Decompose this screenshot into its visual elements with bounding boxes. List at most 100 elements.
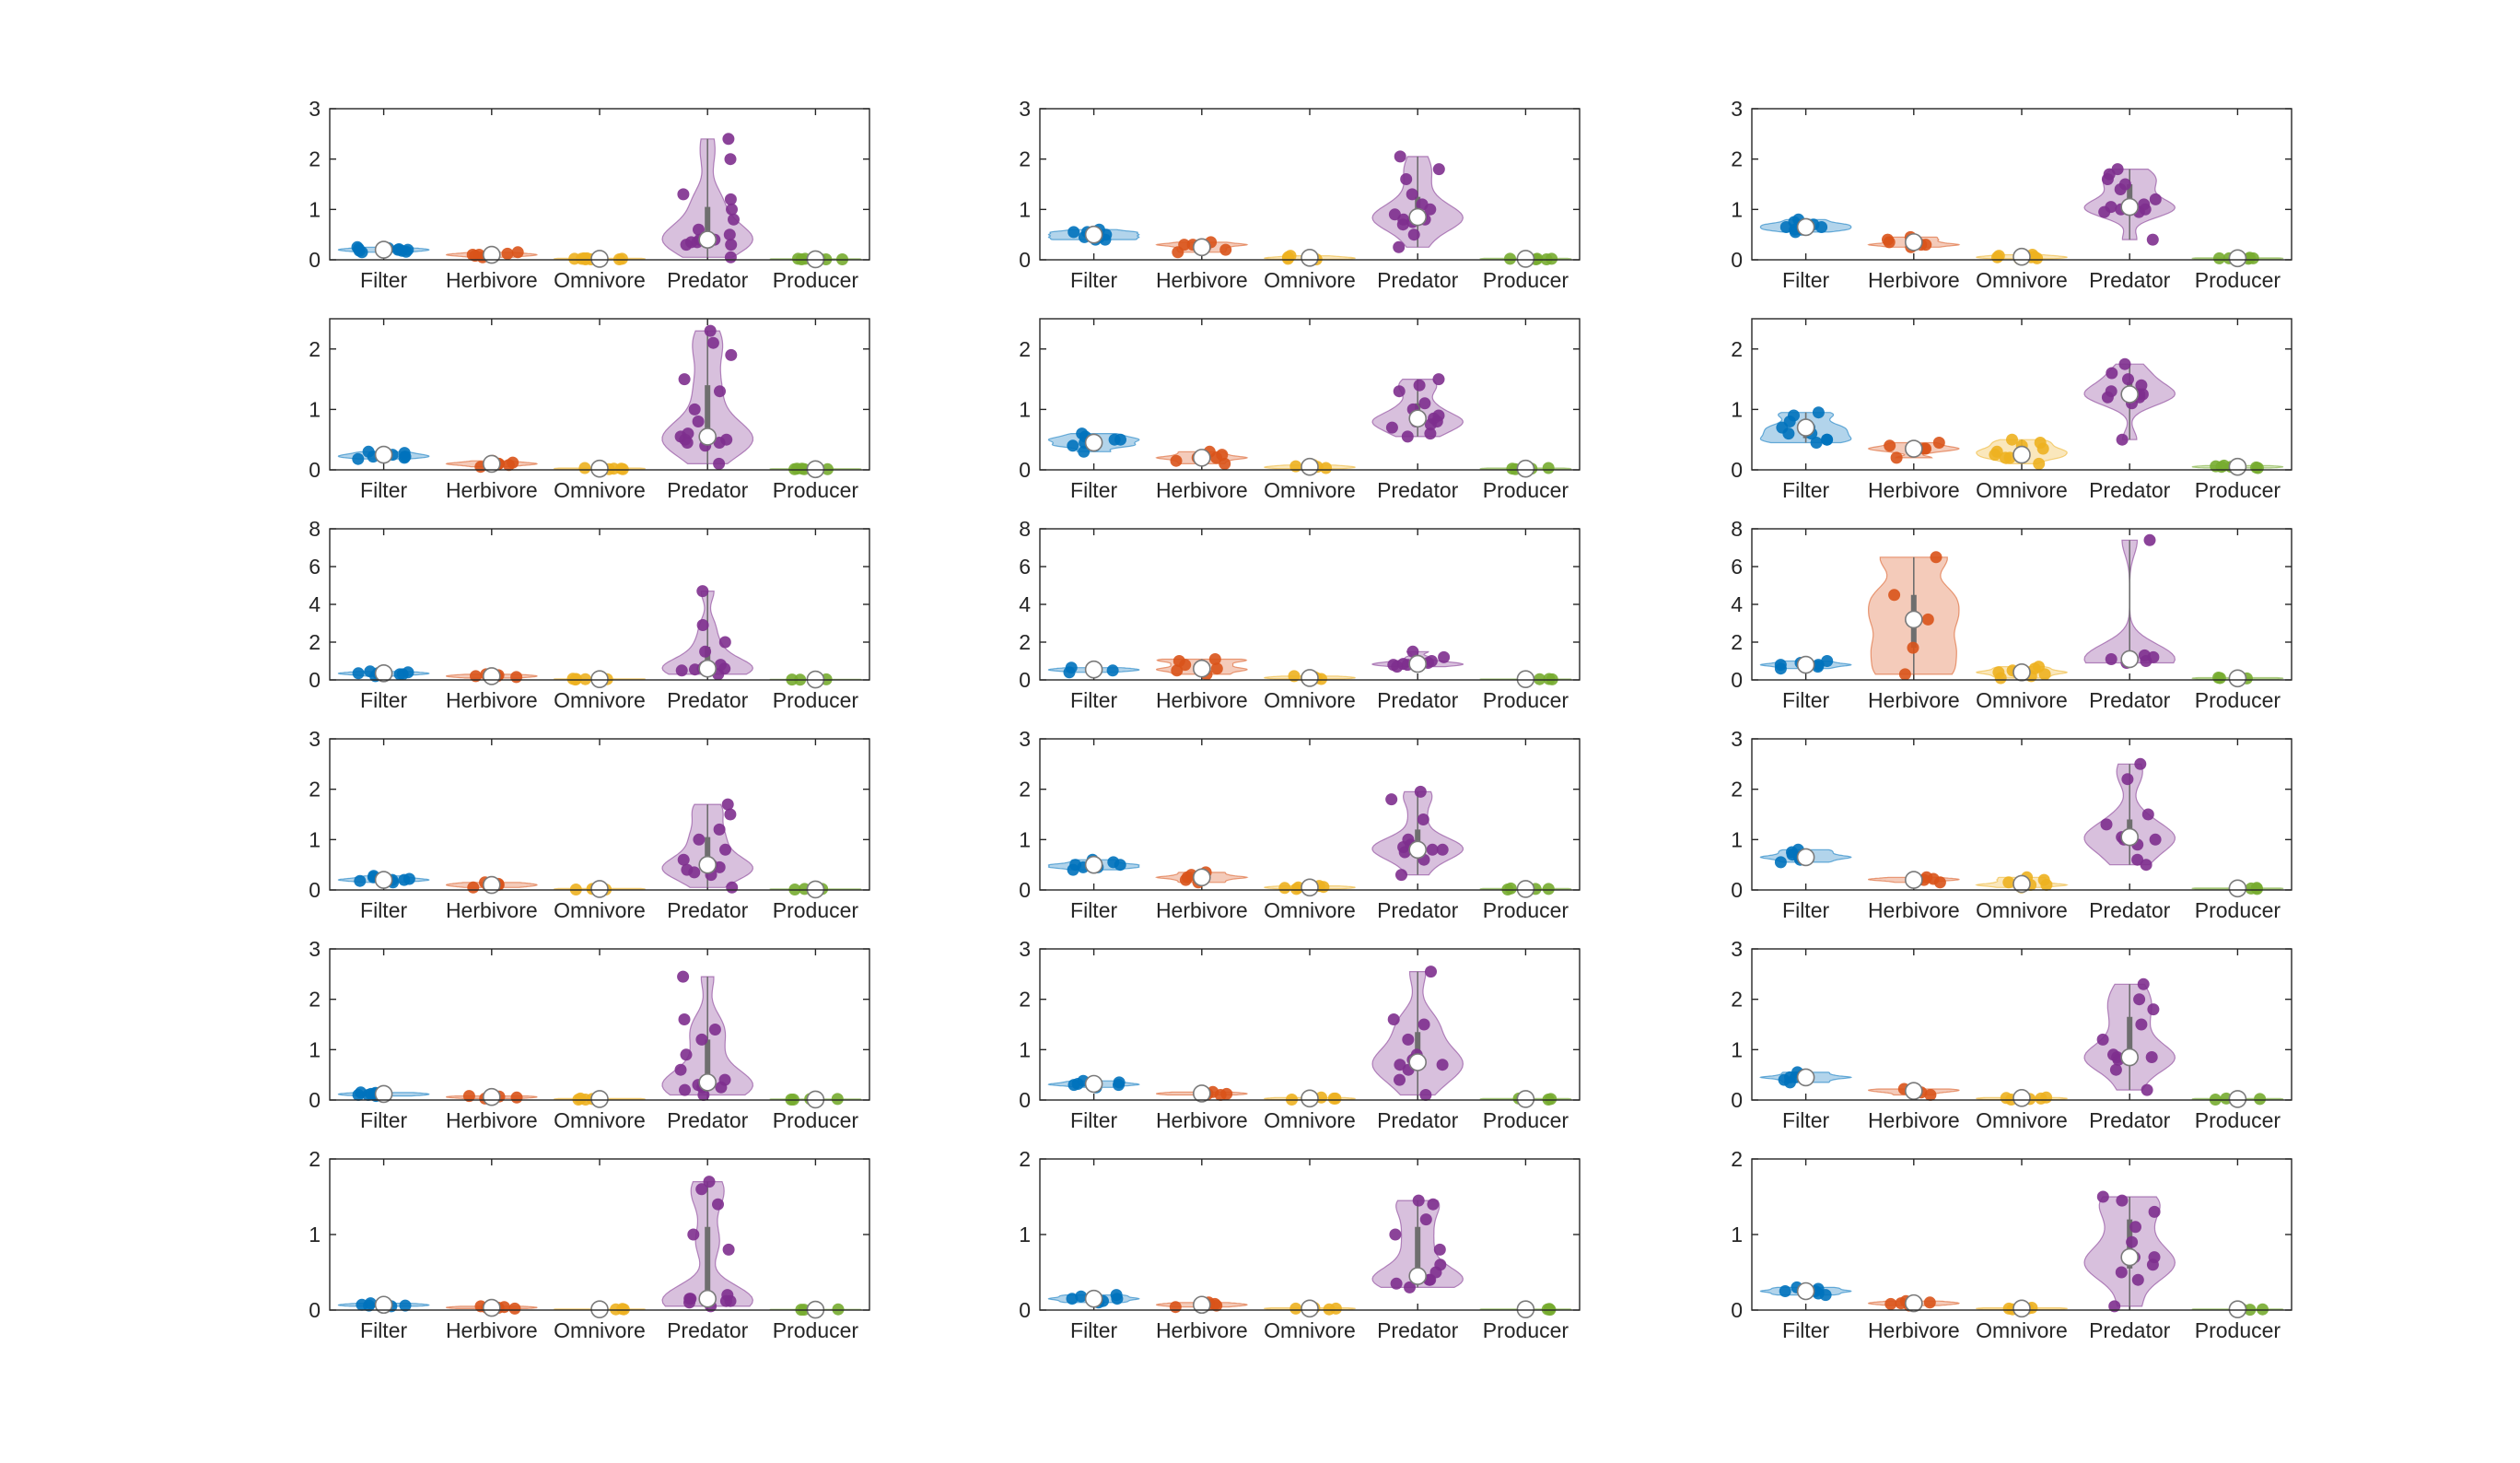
median-marker-omnivore xyxy=(1301,457,1319,476)
data-point-predator xyxy=(1406,188,1418,201)
axes-box xyxy=(329,528,870,681)
median-marker-predator xyxy=(1408,409,1427,428)
x-category-label: Omnivore xyxy=(554,1108,646,1132)
median-marker-predator xyxy=(1408,1053,1427,1071)
median-marker-omnivore xyxy=(1301,1089,1319,1108)
y-tick-label: 1 xyxy=(309,397,321,421)
data-point-predator xyxy=(1388,208,1401,221)
axes-box xyxy=(1039,318,1581,471)
median-marker-predator xyxy=(1408,207,1427,227)
x-category-label: Predator xyxy=(667,688,749,712)
data-point-producer xyxy=(1542,462,1555,474)
y-tick-label: 3 xyxy=(309,937,321,961)
data-point-predator xyxy=(678,1013,691,1025)
data-point-predator xyxy=(1418,1018,1430,1031)
data-point-herbivore xyxy=(1216,449,1229,462)
violin-panel-r2c2: 0 1 2 Filter Herbivore Omnivore Predator Produc… xyxy=(1019,318,1581,502)
median-marker-predator xyxy=(2120,827,2139,847)
data-point-predator xyxy=(693,833,706,846)
data-point-omnivore xyxy=(1327,1092,1340,1105)
y-tick-label: 0 xyxy=(1731,1298,1743,1322)
y-tick-label: 1 xyxy=(309,1223,321,1246)
y-tick-label: 0 xyxy=(1731,1088,1743,1112)
y-tick-label: 2 xyxy=(309,1147,321,1171)
data-point-omnivore xyxy=(1990,445,2003,458)
y-tick-label: 1 xyxy=(1731,827,1743,851)
median-marker-herbivore xyxy=(482,1087,501,1106)
data-point-filter xyxy=(1779,221,1792,233)
data-point-filter xyxy=(1776,421,1789,434)
data-point-predator xyxy=(2096,1033,2109,1046)
median-marker-omnivore xyxy=(2012,1089,2031,1107)
data-point-omnivore xyxy=(1288,670,1301,683)
y-tick-label: 3 xyxy=(1019,937,1031,961)
data-point-predator xyxy=(2148,1205,2161,1218)
data-point-predator xyxy=(1436,843,1449,856)
data-point-predator xyxy=(1387,1013,1400,1025)
data-point-predator xyxy=(2118,178,2131,191)
median-marker-predator xyxy=(1408,654,1427,673)
x-category-label: Herbivore xyxy=(1156,688,1248,712)
data-point-filter xyxy=(392,243,405,255)
y-tick-label: 8 xyxy=(1019,517,1031,541)
x-category-label: Predator xyxy=(2089,1108,2171,1132)
y-tick-label: 3 xyxy=(1019,97,1031,121)
x-category-label: Producer xyxy=(773,688,859,712)
data-point-predator xyxy=(693,223,705,236)
y-tick-label: 2 xyxy=(1019,988,1031,1012)
data-point-omnivore xyxy=(2040,879,2053,891)
data-point-predator xyxy=(1424,427,1437,440)
y-tick-label: 1 xyxy=(1019,197,1031,221)
median-marker-producer xyxy=(1516,1300,1535,1318)
x-category-label: Filter xyxy=(360,478,407,502)
y-tick-label: 2 xyxy=(1731,988,1743,1012)
violin-panel-r1c3: 0 1 2 3 Filter Herbivore Omnivore Predator Produ… xyxy=(1731,97,2292,292)
data-point-predator xyxy=(680,239,693,252)
y-tick-label: 3 xyxy=(1019,727,1031,751)
data-point-predator xyxy=(704,324,717,337)
median-marker-producer xyxy=(2228,879,2247,898)
data-point-predator xyxy=(2105,653,2118,665)
data-point-predator xyxy=(1390,1277,1403,1290)
median-marker-producer xyxy=(2228,249,2247,268)
data-point-predator xyxy=(677,853,690,866)
data-point-predator xyxy=(1424,418,1437,431)
x-category-label: Producer xyxy=(2195,688,2281,712)
median-marker-producer xyxy=(1516,250,1535,268)
violin-panel-r3c1: 0 2 4 6 8 Filter Herbivore Omnivore Predator Prod… xyxy=(309,517,870,712)
data-point-predator xyxy=(2100,818,2113,831)
median-marker-filter xyxy=(1084,660,1103,679)
median-marker-predator xyxy=(698,1073,718,1092)
median-marker-producer xyxy=(1516,459,1535,478)
data-point-filter xyxy=(1078,445,1091,458)
data-point-filter xyxy=(1069,859,1082,872)
x-category-label: Predator xyxy=(2089,478,2171,502)
x-category-label: Filter xyxy=(1070,478,1117,502)
y-tick-label: 3 xyxy=(1731,937,1743,961)
median-marker-herbivore xyxy=(482,875,501,895)
y-tick-label: 4 xyxy=(1731,592,1743,616)
data-point-predator xyxy=(675,664,688,677)
data-point-filter xyxy=(364,1297,377,1310)
data-point-herbivore xyxy=(507,456,519,469)
data-point-filter xyxy=(352,1089,365,1101)
data-point-omnivore xyxy=(579,673,591,685)
data-point-omnivore xyxy=(2006,433,2018,446)
data-point-omnivore xyxy=(2002,876,2015,889)
data-point-filter xyxy=(1067,439,1079,452)
data-point-predator xyxy=(1406,645,1419,658)
data-point-predator xyxy=(1436,1059,1449,1071)
axes-box xyxy=(1751,738,2292,891)
x-category-label: Omnivore xyxy=(554,688,646,712)
median-marker-herbivore xyxy=(1905,871,1923,889)
data-point-predator xyxy=(2141,808,2154,821)
axes-box xyxy=(1751,318,2292,471)
data-point-filter xyxy=(1113,1079,1125,1092)
data-point-predator xyxy=(1413,379,1426,392)
median-marker-omnivore xyxy=(2012,247,2031,266)
data-point-producer xyxy=(822,462,834,475)
median-marker-producer xyxy=(2228,1300,2247,1318)
data-point-omnivore xyxy=(1278,882,1291,895)
x-category-label: Predator xyxy=(667,268,749,292)
median-marker-herbivore xyxy=(1905,439,1923,458)
